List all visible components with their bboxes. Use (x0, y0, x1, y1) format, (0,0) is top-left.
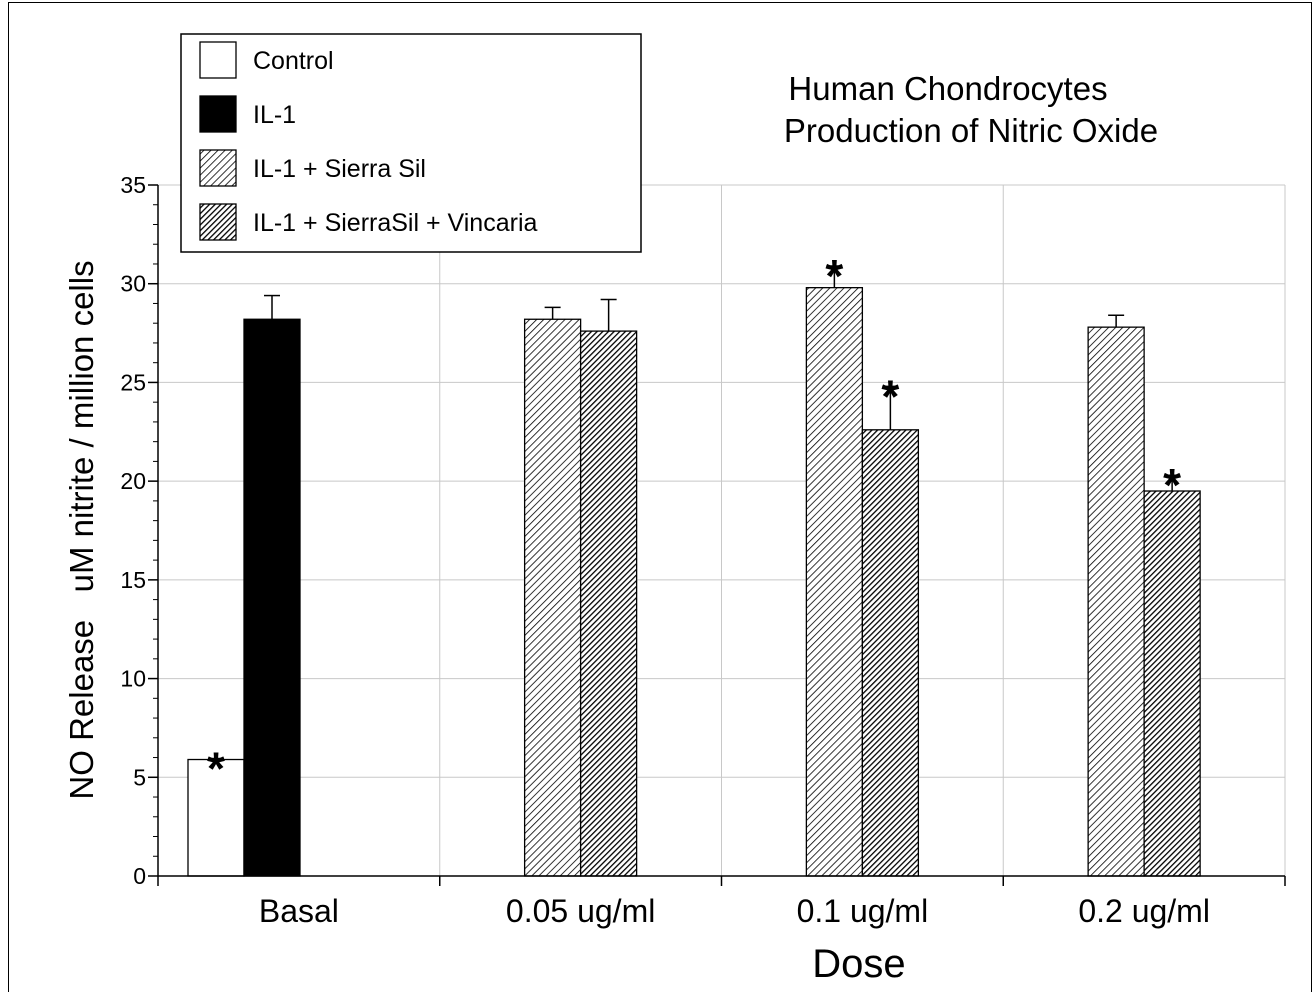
axes: 0 5 10 15 20 25 30 35 Basal 0.05 ug/ml 0.1 ug/ml 0.… (120, 172, 1286, 929)
y-tick-label: 0 (133, 863, 146, 889)
x-category-label: 0.1 ug/ml (797, 893, 929, 929)
bar (805, 287, 864, 877)
bar (1087, 326, 1145, 877)
x-category-label: Basal (259, 893, 339, 929)
legend-label: Control (253, 47, 334, 75)
legend-swatch (199, 95, 237, 133)
legend-label: IL-1 + Sierra Sil (253, 155, 426, 183)
bar (861, 429, 920, 877)
x-category-label: 0.2 ug/ml (1078, 893, 1210, 929)
y-tick-label: 35 (120, 172, 146, 198)
legend-label: IL-1 (253, 101, 296, 129)
bar (1143, 490, 1201, 877)
y-tick-label: 5 (133, 764, 146, 790)
bar (187, 758, 245, 877)
y-tick-label: 25 (120, 369, 146, 395)
chart-title-line-2: Production of Nitric Oxide (784, 112, 1158, 149)
chart-title-line-1: Human Chondrocytes (788, 70, 1107, 107)
legend-box (180, 33, 642, 253)
legend-swatch (199, 41, 237, 79)
significance-marker: * (825, 250, 843, 302)
x-axis-title: Dose (812, 942, 905, 986)
bar (579, 330, 638, 877)
significance-marker: * (1163, 459, 1181, 511)
bars: * * * * (187, 250, 1201, 877)
y-tick-label: 20 (120, 468, 146, 494)
legend-swatch (199, 149, 237, 187)
bar (243, 318, 301, 877)
y-tick-label: 10 (120, 666, 146, 692)
x-category-label: 0.05 ug/ml (506, 893, 655, 929)
y-tick-label: 30 (120, 271, 146, 297)
y-axis-title: NO Release uM nitrite / million cells (63, 260, 100, 799)
legend: Control IL-1 IL-1 + Sierra Sil IL-1 + Sierr… (180, 33, 642, 253)
legend-swatch (199, 203, 237, 241)
bar (523, 318, 582, 877)
y-tick-label: 15 (120, 567, 146, 593)
significance-marker: * (207, 743, 225, 795)
legend-label: IL-1 + SierraSil + Vincaria (253, 209, 537, 237)
significance-marker: * (881, 370, 899, 422)
